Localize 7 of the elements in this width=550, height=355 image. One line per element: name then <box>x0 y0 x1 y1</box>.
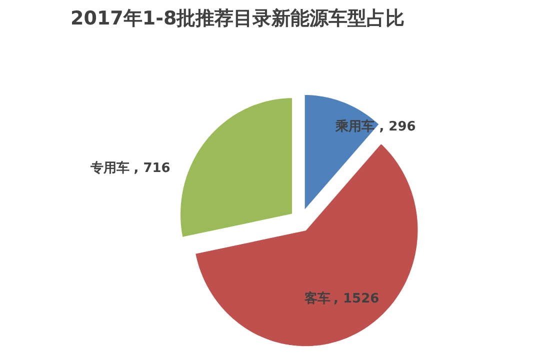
data-label: , 716 <box>134 160 170 176</box>
data-label: , 296 <box>379 119 416 134</box>
slice-label: 专用车 <box>89 160 130 176</box>
data-label: , 1526 <box>334 291 380 306</box>
slice-label: 客车 <box>304 290 331 306</box>
chart-title: 2017年1-8批推荐目录新能源车型占比 <box>70 8 405 30</box>
slice-label: 乘用车 <box>334 118 375 134</box>
